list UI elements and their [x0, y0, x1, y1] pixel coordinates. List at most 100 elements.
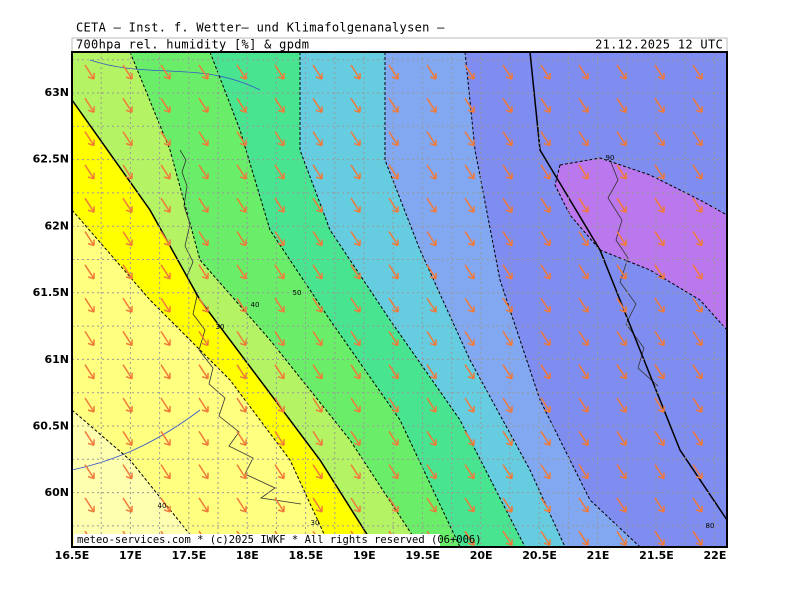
wind-arrow	[312, 330, 323, 347]
wind-arrow	[578, 164, 589, 180]
wind-arrow	[122, 297, 133, 313]
wind-arrow	[502, 530, 513, 546]
wind-arrow	[464, 397, 475, 413]
lon-label: 19.5E	[405, 549, 440, 562]
wind-arrow	[464, 430, 475, 447]
wind-arrow	[464, 297, 475, 313]
wind-arrow	[464, 530, 475, 546]
wind-arrow	[540, 330, 551, 347]
wind-arrow	[616, 197, 627, 213]
lon-label: 16.5E	[55, 549, 90, 562]
wind-arrow	[84, 131, 95, 147]
wind-arrow	[464, 97, 475, 114]
wind-arrow	[312, 197, 323, 213]
contour-label: 40	[251, 301, 260, 309]
wind-arrow	[692, 131, 703, 147]
wind-arrow	[122, 197, 133, 213]
contour-line	[529, 52, 727, 521]
wind-arrow	[388, 164, 399, 180]
wind-arrow	[236, 297, 247, 313]
wind-arrow	[426, 464, 437, 480]
wind-arrow	[692, 397, 703, 413]
wind-arrow	[312, 164, 323, 180]
wind-arrow	[578, 297, 589, 313]
wind-arrow	[692, 197, 703, 213]
wind-arrow	[350, 430, 361, 447]
wind-arrow	[122, 430, 133, 447]
wind-arrow	[198, 464, 209, 480]
wind-arrow	[236, 430, 247, 447]
coastline	[607, 159, 659, 387]
lon-label: 21E	[587, 549, 610, 562]
wind-arrow	[540, 264, 551, 280]
contour-label: 40	[158, 502, 167, 510]
wind-arrow	[160, 131, 171, 147]
wind-arrow	[350, 64, 361, 80]
wind-arrow	[654, 530, 665, 546]
wind-arrow	[236, 131, 247, 147]
wind-arrow	[312, 497, 323, 513]
lon-label: 20.5E	[522, 549, 557, 562]
wind-arrow	[540, 497, 551, 513]
valid-time: 21.12.2025 12 UTC	[595, 38, 723, 52]
wind-arrow	[388, 497, 399, 513]
wind-arrow	[350, 364, 361, 380]
wind-arrow	[578, 97, 589, 114]
wind-arrow	[540, 64, 551, 80]
wind-arrow	[502, 430, 513, 447]
wind-arrow	[692, 530, 703, 546]
wind-arrow	[388, 397, 399, 413]
wind-arrow	[236, 264, 247, 280]
wind-arrow	[426, 197, 437, 213]
lon-label: 17.5E	[172, 549, 207, 562]
wind-arrow	[654, 231, 665, 247]
wind-arrow	[312, 231, 323, 247]
wind-arrow	[616, 330, 627, 347]
wind-arrow	[502, 264, 513, 280]
wind-arrow	[692, 97, 703, 114]
wind-arrow	[692, 297, 703, 313]
map: 90 80 30 40 50 40 30	[72, 52, 727, 547]
wind-arrow	[502, 64, 513, 80]
map-frame	[71, 51, 728, 548]
wind-arrow	[502, 330, 513, 347]
lat-label: 61.5N	[33, 286, 69, 299]
contour-label: 50	[293, 289, 302, 297]
wind-arrow	[160, 497, 171, 513]
wind-arrow	[426, 164, 437, 180]
wind-arrow	[274, 64, 285, 80]
wind-arrow	[616, 430, 627, 447]
contour-label: 90	[606, 154, 615, 162]
wind-arrow	[312, 97, 323, 114]
wind-arrow	[350, 497, 361, 513]
wind-arrow	[160, 430, 171, 447]
wind-arrow	[464, 464, 475, 480]
wind-arrow	[350, 231, 361, 247]
wind-arrow	[578, 530, 589, 546]
wind-arrow	[122, 497, 133, 513]
river	[72, 59, 261, 471]
wind-arrow	[84, 197, 95, 213]
wind-arrow	[84, 497, 95, 513]
contour-line	[129, 52, 421, 547]
lat-label: 63N	[44, 86, 69, 99]
wind-arrow	[84, 297, 95, 313]
wind-arrow	[198, 430, 209, 447]
wind-arrow	[160, 297, 171, 313]
wind-arrow	[502, 231, 513, 247]
wind-arrow	[578, 364, 589, 380]
wind-arrow	[464, 164, 475, 180]
contour-label: 80	[706, 522, 715, 530]
wind-arrow	[426, 64, 437, 80]
wind-arrow	[616, 97, 627, 114]
wind-arrow	[426, 131, 437, 147]
wind-arrow	[350, 297, 361, 313]
wind-arrow	[578, 430, 589, 447]
lat-label: 60.5N	[33, 420, 69, 433]
wind-arrow	[388, 197, 399, 213]
wind-arrow	[578, 231, 589, 247]
contour-label: 30	[216, 323, 225, 331]
wind-arrow	[692, 330, 703, 347]
wind-arrow	[122, 264, 133, 280]
wind-arrow	[236, 364, 247, 380]
